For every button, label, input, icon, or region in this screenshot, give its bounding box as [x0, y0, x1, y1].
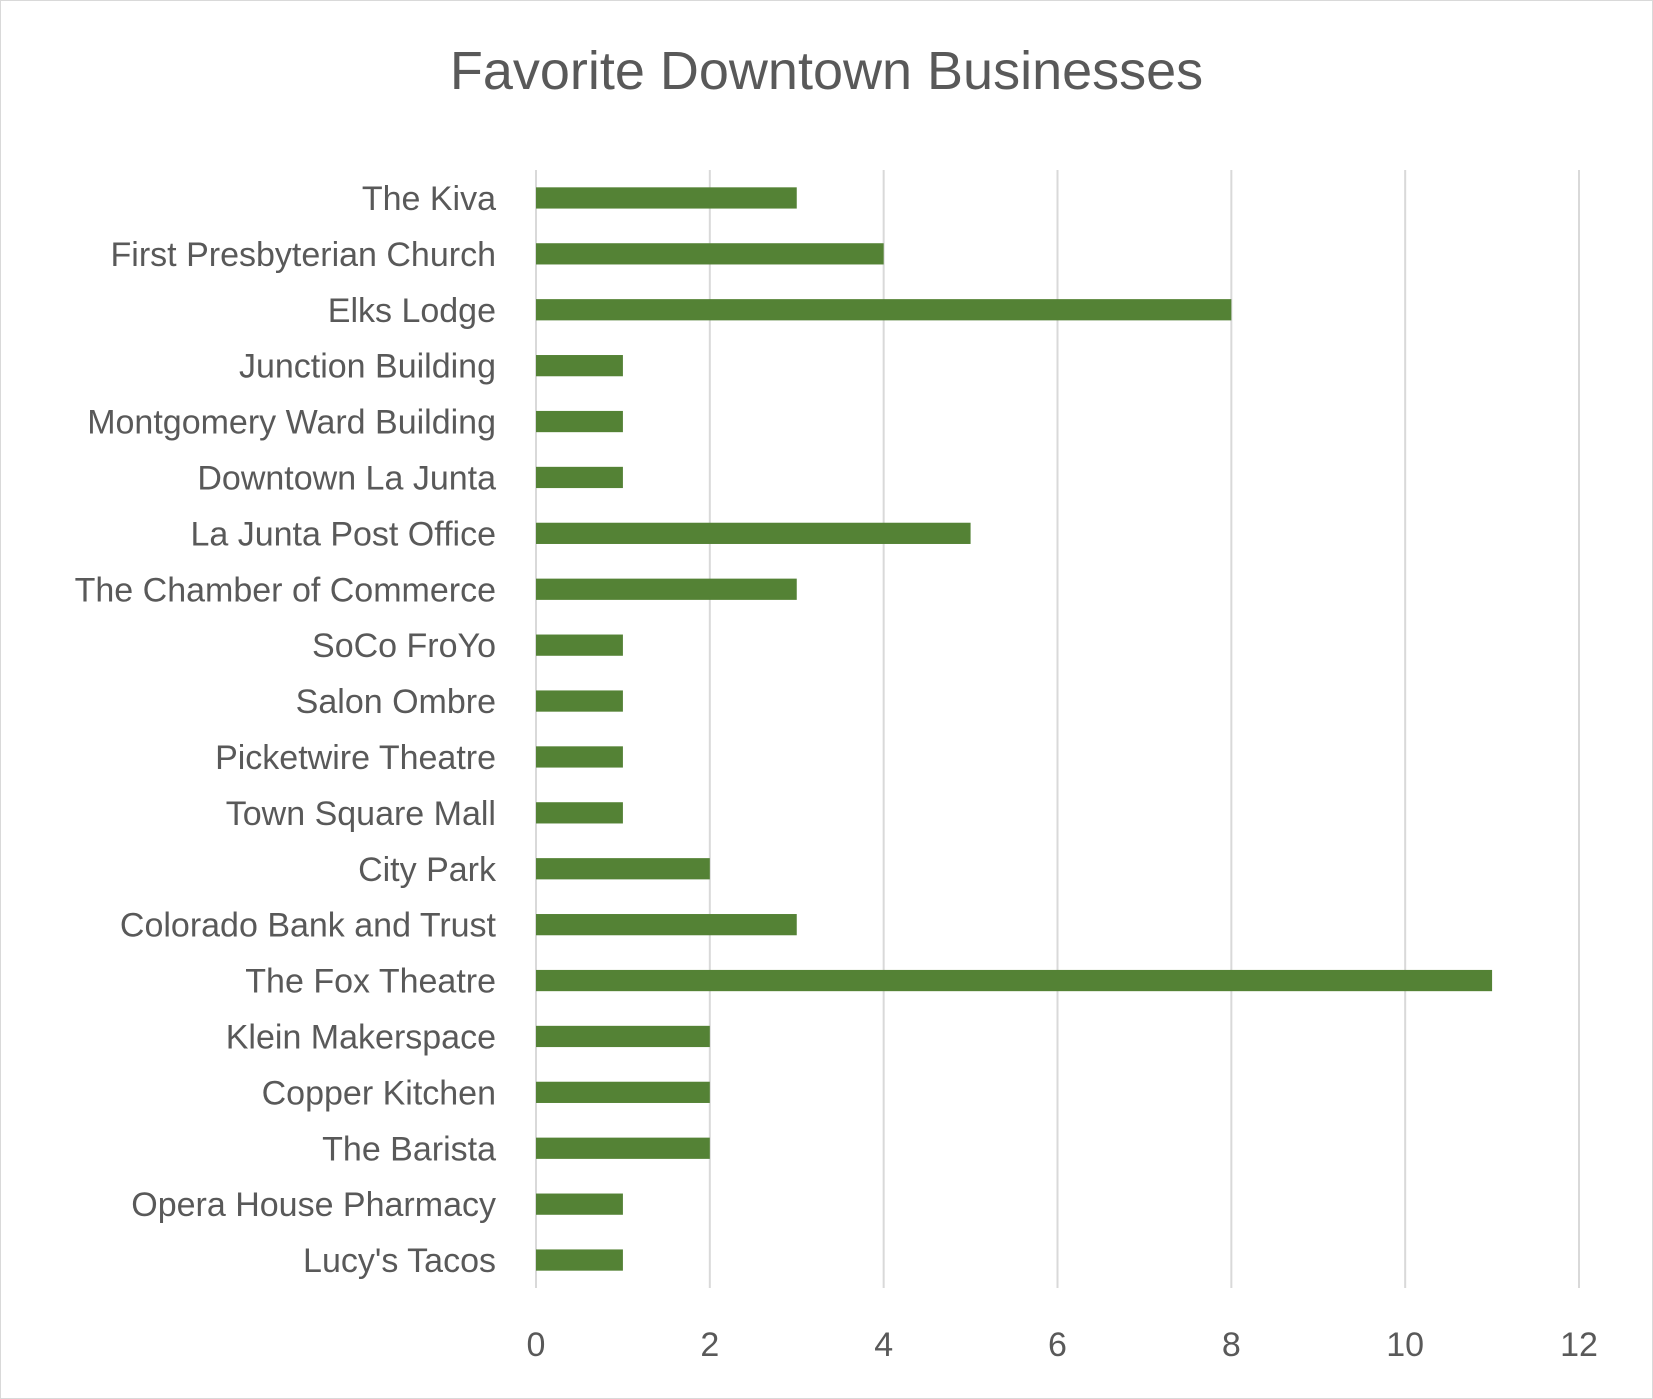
chart-title: Favorite Downtown Businesses: [449, 41, 1204, 101]
bar: [536, 578, 797, 600]
bar: [536, 410, 623, 433]
category-label: Picketwire Theatre: [215, 739, 496, 777]
x-tick-label: 0: [527, 1326, 546, 1364]
category-label: Town Square Mall: [226, 795, 496, 833]
category-label: La Junta Post Office: [190, 515, 496, 553]
bar: [536, 746, 623, 768]
bar: [536, 466, 623, 489]
x-tick-label: 6: [1048, 1326, 1067, 1364]
bar: [536, 1025, 710, 1048]
bar: [536, 299, 1232, 321]
category-label: The Chamber of Commerce: [75, 571, 496, 609]
category-label: Klein Makerspace: [226, 1018, 496, 1056]
category-label: Colorado Bank and Trust: [120, 907, 497, 945]
bar: [536, 355, 623, 377]
category-label: Lucy's Tacos: [303, 1242, 496, 1280]
gridlines: [535, 170, 1580, 1288]
category-label: Elks Lodge: [328, 292, 496, 330]
bar: [536, 1137, 710, 1159]
x-axis-tick-labels: 0 2 4 6 8 10 12: [527, 1326, 1598, 1364]
bar: [536, 914, 797, 936]
bar: [536, 690, 623, 712]
bar: [536, 243, 884, 265]
bar: [536, 1249, 623, 1271]
x-tick-label: 4: [874, 1326, 893, 1364]
category-label: Opera House Pharmacy: [131, 1186, 496, 1224]
category-label: Copper Kitchen: [262, 1074, 496, 1112]
bar: [536, 858, 710, 880]
category-label: The Fox Theatre: [245, 963, 496, 1001]
category-labels: The Kiva First Presbyterian Church Elks Lo…: [75, 180, 497, 1280]
category-label: City Park: [358, 851, 497, 889]
category-label: Downtown La Junta: [197, 459, 496, 497]
x-tick-label: 8: [1222, 1326, 1241, 1364]
category-label: SoCo FroYo: [312, 627, 496, 665]
category-label: The Kiva: [362, 180, 496, 218]
category-label: Junction Building: [239, 348, 496, 386]
x-tick-label: 10: [1386, 1326, 1424, 1364]
x-tick-label: 2: [700, 1326, 719, 1364]
bar: [536, 969, 1493, 992]
category-label: Montgomery Ward Building: [87, 404, 496, 442]
bar: [536, 522, 971, 544]
x-tick-label: 12: [1560, 1326, 1598, 1364]
category-label: Salon Ombre: [296, 683, 496, 721]
category-label: The Barista: [322, 1130, 496, 1168]
bars: [536, 187, 1493, 1271]
bar: [536, 187, 797, 209]
bar: [536, 634, 623, 656]
bar: [536, 1193, 623, 1215]
bar: [536, 802, 623, 824]
category-label: First Presbyterian Church: [111, 236, 496, 274]
bar: [536, 1081, 710, 1103]
